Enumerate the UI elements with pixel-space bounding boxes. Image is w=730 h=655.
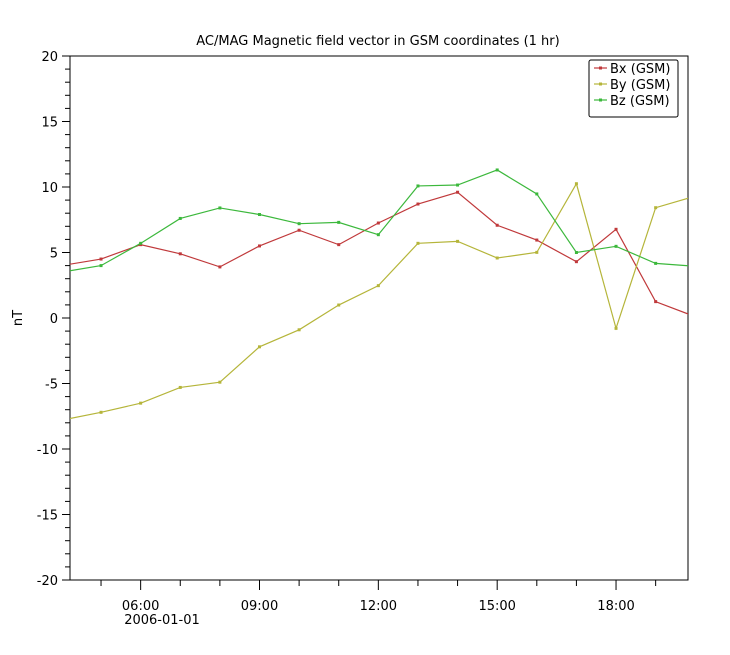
data-point <box>376 233 380 237</box>
y-tick-label: 20 <box>41 50 58 65</box>
legend-marker <box>599 82 602 86</box>
plot-frame <box>69 55 689 581</box>
data-point <box>574 251 578 254</box>
data-point <box>257 345 261 349</box>
legend-label: Bx (GSM) <box>610 62 670 77</box>
legend-box <box>588 59 679 118</box>
data-point <box>257 213 261 217</box>
data-point <box>60 264 63 267</box>
y-tick-label: 10 <box>41 181 58 196</box>
y-tick-label: -15 <box>37 509 58 524</box>
y-tick-label: -10 <box>37 443 58 458</box>
data-point <box>535 250 539 254</box>
x-tick-label: 12:00 <box>360 599 397 614</box>
data-point <box>139 241 143 245</box>
data-point <box>614 227 618 231</box>
data-point <box>456 239 460 243</box>
x-date-label: 2006-01-01 <box>124 613 200 628</box>
y-tick-label: -5 <box>45 378 58 393</box>
axes: -20 -15 -10 -5 0 5 10 15 20 06:00 09:00 12:00 15:00 1… <box>37 50 657 614</box>
data-point <box>297 222 301 226</box>
data-point <box>654 261 658 265</box>
data-point <box>337 243 341 247</box>
data-point <box>257 244 261 248</box>
legend-label: Bz (GSM) <box>610 94 670 109</box>
legend-marker <box>599 98 602 102</box>
data-point <box>99 257 103 261</box>
data-point <box>535 238 539 242</box>
data-point <box>574 260 578 264</box>
data-point <box>178 385 182 389</box>
series-line-bx <box>70 191 688 315</box>
series-group <box>60 168 697 422</box>
data-point <box>456 190 460 194</box>
data-point <box>376 284 380 288</box>
data-point <box>297 228 301 232</box>
data-point <box>416 184 420 188</box>
x-tick-label: 15:00 <box>478 599 515 614</box>
data-point <box>60 419 63 422</box>
data-point <box>218 265 222 269</box>
series-line-bz <box>70 169 688 272</box>
chart-title: AC/MAG Magnetic field vector in GSM coor… <box>196 34 559 49</box>
data-point <box>694 315 697 318</box>
y-tick-label: 5 <box>50 247 58 262</box>
data-point <box>495 223 499 227</box>
data-point <box>178 252 182 256</box>
data-point <box>614 326 618 330</box>
y-tick-label: -20 <box>37 574 58 589</box>
data-point <box>376 221 380 225</box>
data-point <box>337 220 341 224</box>
data-point <box>694 265 697 268</box>
legend-marker <box>599 66 602 70</box>
data-point <box>694 195 697 198</box>
x-tick-label: 09:00 <box>241 599 278 614</box>
data-point <box>99 264 103 268</box>
series-line-by <box>70 182 688 420</box>
data-point <box>456 183 460 187</box>
data-point <box>495 168 499 172</box>
legend-label: By (GSM) <box>610 78 670 93</box>
data-point <box>574 182 578 186</box>
data-point <box>416 241 420 245</box>
y-tick-label: 0 <box>50 312 58 327</box>
y-axis-label: nT <box>11 310 26 326</box>
data-point <box>178 216 182 220</box>
x-tick-label: 06:00 <box>122 599 159 614</box>
legend: Bx (GSM)By (GSM)Bz (GSM) <box>588 59 679 118</box>
data-point <box>139 401 143 405</box>
data-point <box>416 202 420 206</box>
x-tick-label: 18:00 <box>597 599 634 614</box>
data-point <box>495 256 499 260</box>
data-point <box>218 380 222 384</box>
data-point <box>654 300 658 304</box>
data-point <box>535 192 539 196</box>
data-point <box>614 244 618 248</box>
data-point <box>654 206 658 210</box>
data-point <box>337 303 341 307</box>
data-point <box>99 410 103 414</box>
data-point <box>218 206 222 210</box>
data-point <box>60 271 63 274</box>
y-tick-label: 15 <box>41 116 58 131</box>
data-point <box>297 328 301 332</box>
